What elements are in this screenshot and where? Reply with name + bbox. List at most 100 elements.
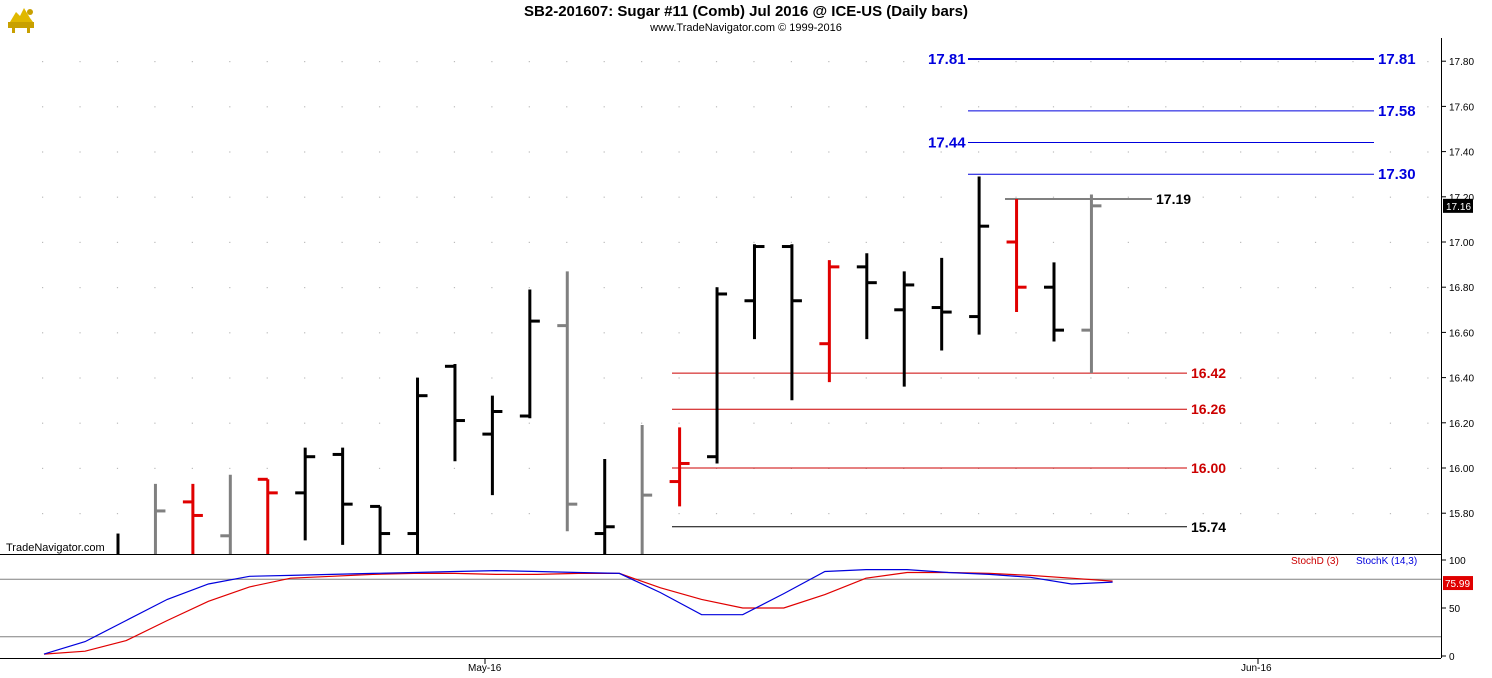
grid-dot [1314, 377, 1317, 379]
grid-dot [341, 61, 343, 63]
grid-dot [828, 422, 830, 424]
grid-dot [1314, 241, 1317, 243]
level-label-right: 17.81 [1378, 51, 1416, 68]
grid-dot [491, 106, 493, 108]
grid-dot [753, 151, 755, 153]
grid-dot [1427, 377, 1429, 379]
grid-dot [940, 377, 942, 379]
grid-dot [266, 287, 268, 289]
grid-dot [79, 106, 81, 108]
grid-dot [266, 61, 268, 63]
grid-dot [1277, 241, 1279, 243]
grid-dot [1202, 106, 1204, 108]
grid-dot [1389, 61, 1392, 63]
grid-dot [865, 377, 867, 379]
ohlc-bar [482, 395, 503, 496]
grid-dot [191, 106, 193, 108]
ohlc-bar [444, 364, 465, 462]
grid-dot [528, 151, 530, 153]
ohlc-bar [370, 504, 391, 554]
grid-dot [1015, 377, 1017, 379]
grid-dot [304, 241, 306, 243]
price-axis-label: 17.80 [1449, 57, 1474, 68]
grid-dot [116, 422, 119, 424]
grid-dot [154, 377, 156, 379]
ohlc-bar [856, 253, 877, 340]
grid-dot [903, 151, 905, 153]
grid-dot [865, 422, 867, 424]
grid-dot [116, 287, 119, 289]
grid-dot [1427, 287, 1429, 289]
grid-dot [566, 106, 568, 108]
grid-dot [1052, 241, 1055, 243]
grid-dot [304, 332, 306, 334]
legend-stochk: StochK (14,3) [1356, 556, 1417, 567]
grid-dot [566, 61, 568, 63]
grid-dot [42, 287, 44, 289]
grid-dot [1202, 513, 1204, 515]
grid-dot [865, 106, 867, 108]
grid-dot [42, 513, 44, 515]
grid-dot [229, 241, 231, 243]
grid-dot [1165, 513, 1167, 515]
grid-dot [1314, 61, 1317, 63]
grid-dot [1052, 61, 1055, 63]
grid-dot [865, 196, 867, 198]
grid-dot [1052, 422, 1055, 424]
grid-dot [566, 151, 568, 153]
grid-dot [603, 196, 605, 198]
grid-dot [1277, 377, 1279, 379]
grid-dot [378, 467, 381, 469]
grid-dot [416, 151, 418, 153]
grid-dot [940, 61, 942, 63]
level-label-left: 17.44 [928, 135, 966, 152]
grid-dot [865, 151, 867, 153]
grid-dot [1090, 106, 1092, 108]
chart-subtitle: www.TradeNavigator.com © 1999-2016 [650, 22, 842, 34]
grid-dot [790, 151, 792, 153]
grid-dot [1314, 287, 1317, 289]
level-label-right: 15.74 [1191, 519, 1226, 535]
grid-dot [1090, 151, 1092, 153]
grid-dot [1352, 196, 1354, 198]
grid-dot [154, 332, 156, 334]
grid-dot [1389, 513, 1392, 515]
grid-dot [1127, 241, 1129, 243]
grid-dot [1352, 332, 1354, 334]
grid-dot [1277, 513, 1279, 515]
grid-dot [1240, 61, 1242, 63]
grid-dot [1389, 196, 1392, 198]
grid-dot [1277, 196, 1279, 198]
grid-dot [1277, 332, 1279, 334]
grid-dot [1165, 287, 1167, 289]
grid-dot [116, 151, 119, 153]
grid-dot [940, 151, 942, 153]
grid-dot [191, 377, 193, 379]
grid-dot [940, 513, 942, 515]
grid-dot [678, 196, 680, 198]
grid-dot [79, 61, 81, 63]
grid-dot [1314, 196, 1317, 198]
grid-dot [1127, 196, 1129, 198]
grid-dot [1202, 287, 1204, 289]
grid-dot [1202, 377, 1204, 379]
grid-dot [116, 513, 119, 515]
grid-dot [42, 196, 44, 198]
last-price-label: 17.16 [1446, 202, 1471, 213]
grid-dot [1127, 377, 1129, 379]
grid-dot [229, 467, 231, 469]
grid-dot [1127, 422, 1129, 424]
grid-dot [79, 332, 81, 334]
grid-dot [828, 106, 830, 108]
ohlc-bar [640, 425, 653, 554]
ohlc-bar [707, 287, 728, 464]
level-label-right: 16.42 [1191, 365, 1226, 381]
grid-dot [42, 106, 44, 108]
grid-dot [978, 377, 980, 379]
grid-dot [229, 106, 231, 108]
grid-dot [491, 377, 493, 379]
grid-dot [1015, 61, 1017, 63]
grid-dot [154, 196, 156, 198]
grid-dot [378, 241, 381, 243]
grid-dot [715, 513, 718, 515]
